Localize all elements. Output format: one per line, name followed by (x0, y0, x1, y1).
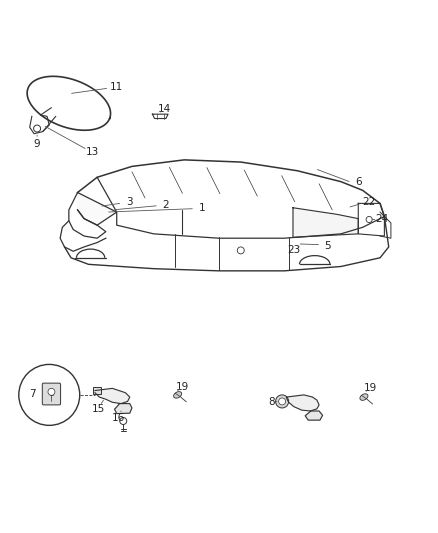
Text: 24: 24 (375, 214, 389, 224)
Text: 22: 22 (363, 197, 376, 207)
Text: 13: 13 (86, 148, 99, 157)
Ellipse shape (173, 392, 182, 398)
Text: 1: 1 (199, 203, 206, 213)
Polygon shape (286, 395, 319, 411)
Text: 16: 16 (112, 413, 126, 423)
Text: 19: 19 (364, 383, 377, 393)
Text: 6: 6 (355, 176, 362, 187)
Polygon shape (95, 389, 130, 403)
Polygon shape (293, 208, 358, 237)
Polygon shape (115, 403, 132, 414)
Text: 3: 3 (127, 197, 133, 207)
Circle shape (19, 365, 80, 425)
Text: 9: 9 (34, 139, 40, 149)
Text: 14: 14 (158, 103, 171, 114)
Circle shape (279, 398, 286, 405)
Text: 19: 19 (175, 382, 189, 392)
Text: 2: 2 (162, 200, 169, 209)
Circle shape (48, 389, 55, 395)
Text: 8: 8 (268, 397, 275, 407)
Ellipse shape (360, 394, 368, 400)
Polygon shape (78, 192, 117, 225)
Circle shape (276, 395, 289, 408)
Text: 7: 7 (29, 389, 36, 399)
Text: 11: 11 (110, 82, 124, 92)
Polygon shape (305, 411, 322, 420)
FancyBboxPatch shape (42, 383, 60, 405)
Text: 5: 5 (325, 240, 331, 251)
Text: 15: 15 (92, 404, 106, 414)
FancyBboxPatch shape (93, 387, 101, 394)
Text: 23: 23 (287, 245, 300, 255)
